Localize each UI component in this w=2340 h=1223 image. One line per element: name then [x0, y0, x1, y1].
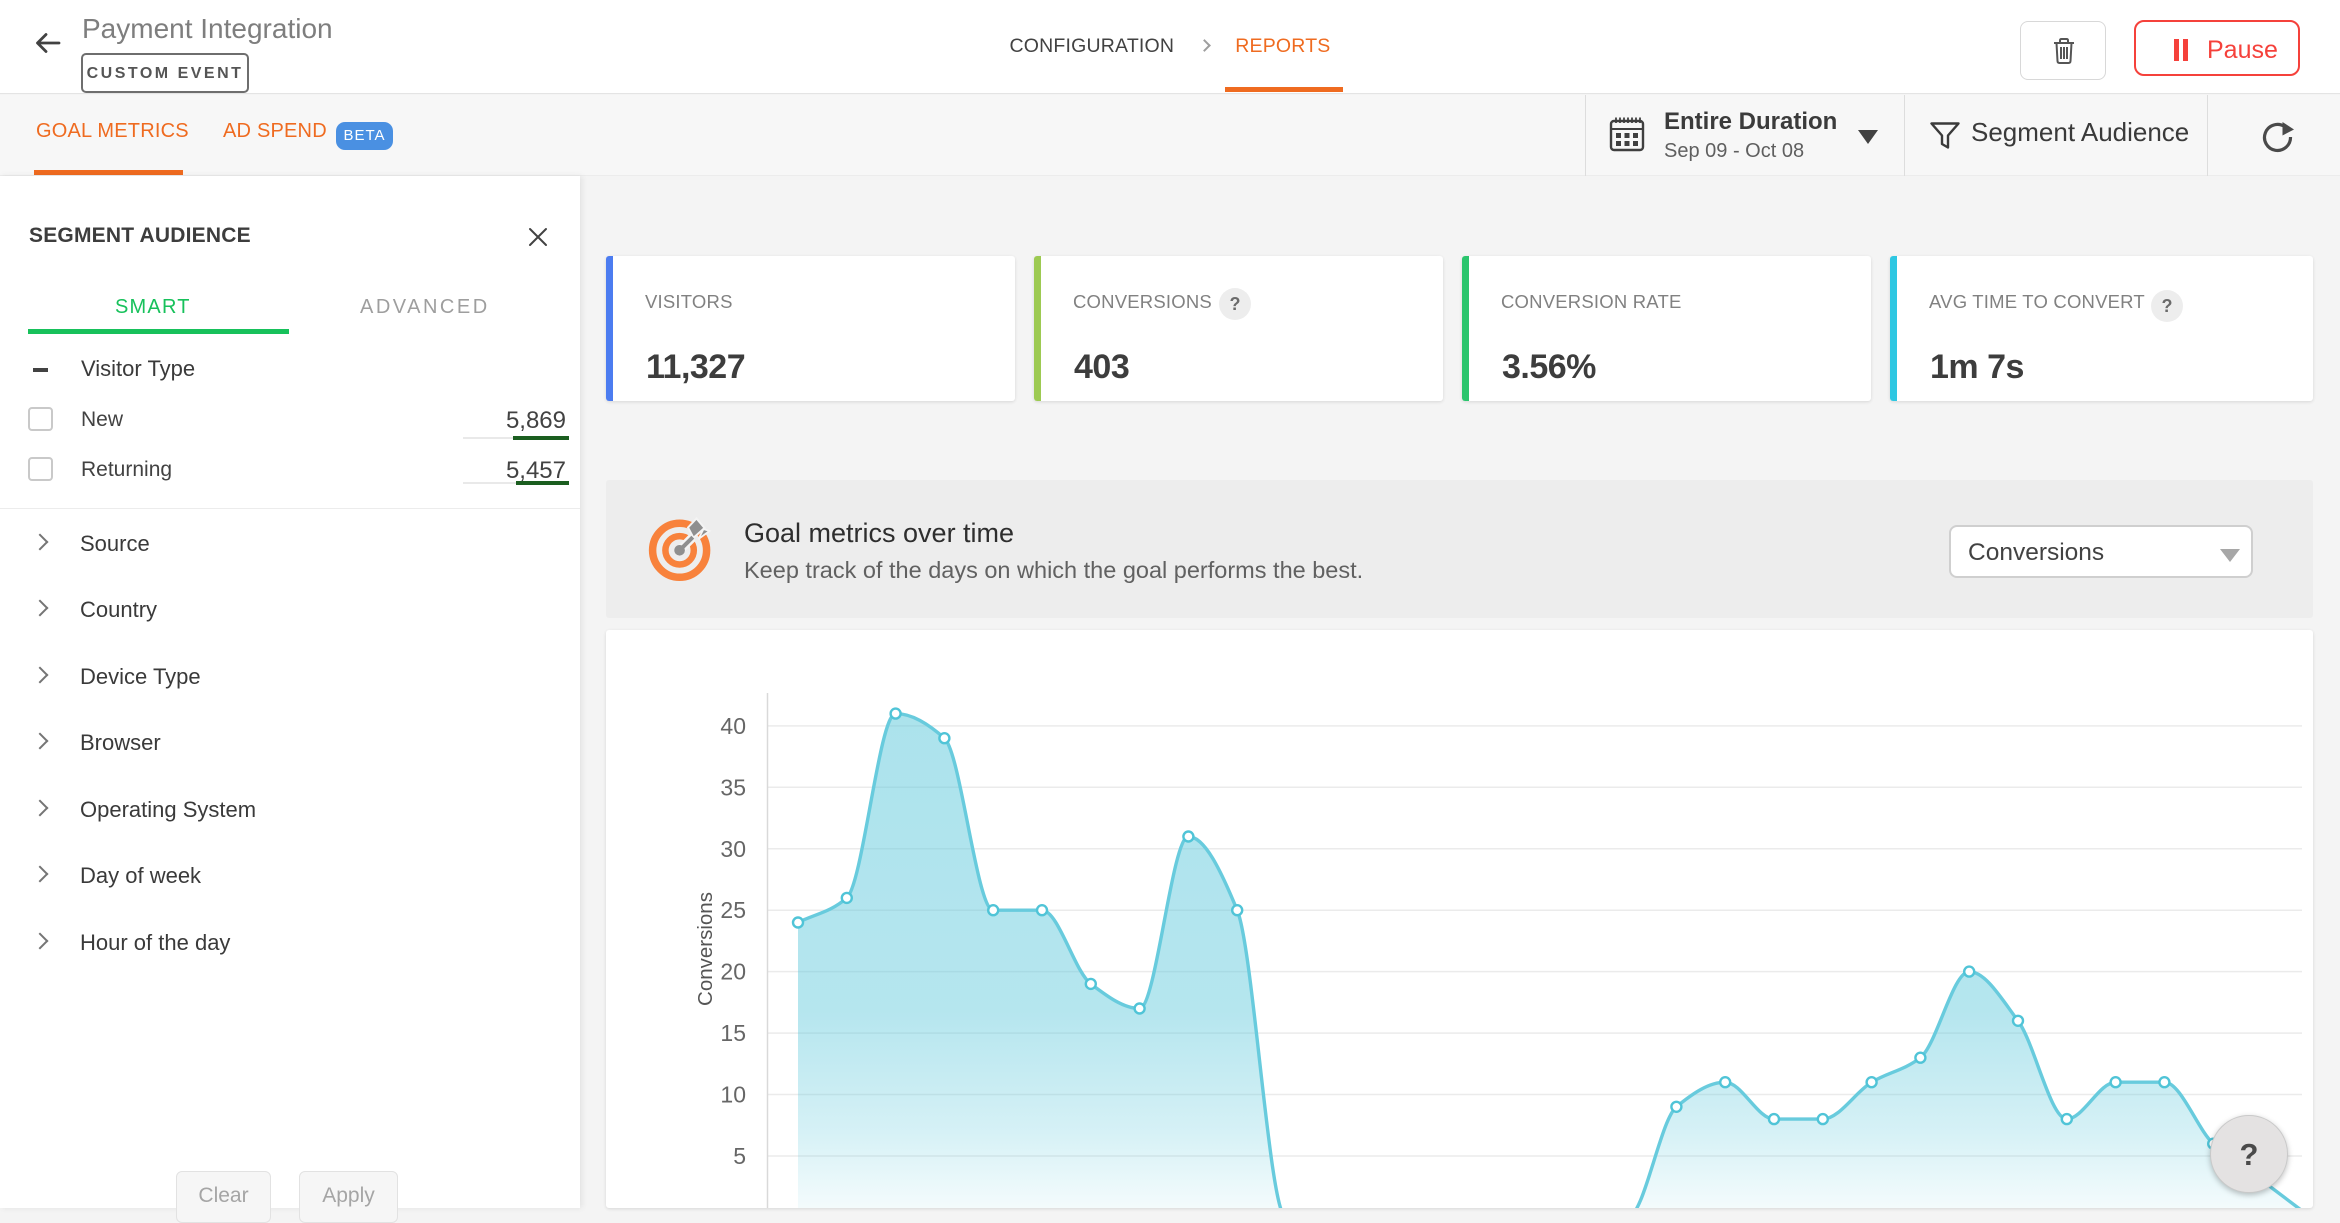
svg-text:15: 15	[720, 1020, 746, 1046]
svg-text:40: 40	[720, 713, 746, 739]
svg-text:20: 20	[720, 959, 746, 985]
svg-text:10: 10	[720, 1082, 746, 1108]
svg-text:5: 5	[733, 1143, 746, 1169]
svg-text:25: 25	[720, 897, 746, 923]
svg-text:Conversions: Conversions	[694, 892, 717, 1006]
svg-text:30: 30	[720, 836, 746, 862]
svg-text:35: 35	[720, 774, 746, 800]
